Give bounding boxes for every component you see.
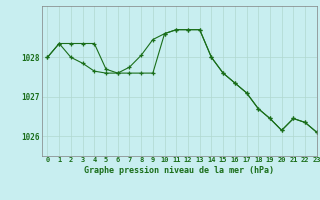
X-axis label: Graphe pression niveau de la mer (hPa): Graphe pression niveau de la mer (hPa) bbox=[84, 166, 274, 175]
